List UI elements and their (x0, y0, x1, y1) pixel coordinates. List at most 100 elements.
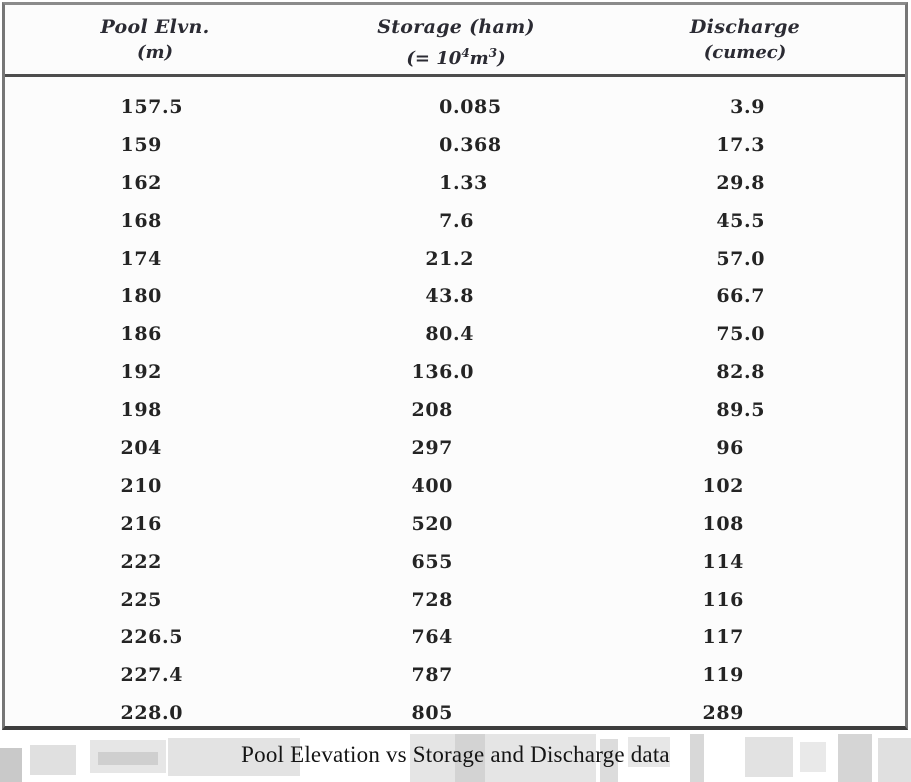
header-discharge: Discharge (cumec) (607, 14, 905, 74)
scan-artifact (628, 737, 670, 767)
storage-unit-post: ) (497, 48, 506, 69)
cell-storage: 297 (411, 436, 453, 459)
cell-pool-elevation: 226.5 (120, 626, 184, 649)
cell-pool-elevation: 192 (120, 361, 162, 384)
cell-pool-elevation: 168 (120, 209, 162, 232)
table-row: 228.0 805 289 (5, 694, 905, 732)
cell-discharge: 119 (702, 664, 744, 687)
cell-discharge: 57.0 (716, 247, 766, 270)
elevation-storage-discharge-table: Pool Elvn. (m) Storage (ham) (= 104m3) D… (2, 2, 908, 730)
table-row: 222 655 114 (5, 543, 905, 581)
cell-storage: 1.33 (439, 171, 488, 194)
scan-artifact (800, 742, 826, 772)
cell-discharge: 29.8 (716, 171, 766, 194)
header-pool-elevation-title: Pool Elvn. (100, 16, 210, 38)
table-body: 157.5 0.085 3.9 159 0.368 17.3 162 1.33 29.8 168 7… (5, 77, 905, 732)
cell-storage: 21.2 (425, 247, 475, 270)
cell-discharge: 3.9 (730, 95, 766, 118)
storage-unit-pre: (= 10 (406, 48, 462, 69)
scan-artifact (98, 752, 158, 765)
header-discharge-title: Discharge (689, 16, 801, 38)
cell-discharge: 66.7 (716, 285, 766, 308)
cell-storage: 520 (411, 512, 453, 535)
scan-artifact (0, 748, 22, 782)
cell-discharge: 289 (702, 702, 744, 725)
table-row: 227.4 787 119 (5, 656, 905, 694)
table-row: 210 400 102 (5, 467, 905, 505)
cell-storage: 7.6 (439, 209, 475, 232)
scan-artifact (745, 737, 793, 777)
scan-artifact (168, 738, 300, 776)
cell-pool-elevation: 159 (120, 133, 162, 156)
cell-pool-elevation: 157.5 (120, 95, 184, 118)
table-row: 225 728 116 (5, 581, 905, 619)
cell-storage: 728 (411, 588, 453, 611)
cell-pool-elevation: 216 (120, 512, 162, 535)
header-storage-unit: (= 104m3) (305, 40, 607, 72)
cell-storage: 0.085 (439, 95, 502, 118)
scan-artifact (30, 745, 76, 775)
cell-storage: 655 (411, 550, 453, 573)
header-discharge-unit: (cumec) (703, 42, 787, 63)
table-caption: Pool Elevation vs Storage and Discharge … (241, 742, 670, 767)
cell-discharge: 114 (702, 550, 744, 573)
cell-discharge: 17.3 (716, 133, 766, 156)
cell-pool-elevation: 186 (120, 323, 162, 346)
table-header-row: Pool Elvn. (m) Storage (ham) (= 104m3) D… (5, 5, 905, 77)
scan-artifact (838, 734, 872, 782)
table-row: 226.5 764 117 (5, 618, 905, 656)
cell-pool-elevation: 180 (120, 285, 162, 308)
cell-discharge: 102 (702, 474, 744, 497)
storage-unit-exponent-3: 3 (488, 46, 498, 60)
cell-storage: 787 (411, 664, 453, 687)
cell-pool-elevation: 228.0 (120, 702, 184, 725)
cell-discharge: 108 (702, 512, 744, 535)
scan-artifact (878, 738, 911, 782)
cell-storage: 136.0 (411, 361, 475, 384)
cell-storage: 400 (411, 474, 453, 497)
table-row: 186 80.4 75.0 (5, 315, 905, 353)
cell-pool-elevation: 174 (120, 247, 162, 270)
storage-unit-exponent-4: 4 (461, 46, 470, 60)
header-pool-elevation: Pool Elvn. (m) (5, 14, 305, 74)
storage-unit-m: m (469, 48, 489, 69)
scan-artifact (690, 734, 704, 782)
cell-discharge: 45.5 (716, 209, 766, 232)
cell-storage: 764 (411, 626, 453, 649)
cell-pool-elevation: 198 (120, 399, 162, 422)
header-storage: Storage (ham) (= 104m3) (305, 14, 607, 74)
cell-discharge: 116 (702, 588, 744, 611)
cell-discharge: 89.5 (716, 399, 766, 422)
table-row: 157.5 0.085 3.9 (5, 88, 905, 126)
cell-storage: 208 (411, 399, 453, 422)
scan-artifact (600, 739, 618, 782)
header-pool-elevation-unit: (m) (136, 42, 174, 63)
table-row: 168 7.6 45.5 (5, 202, 905, 240)
cell-discharge: 96 (716, 436, 744, 459)
cell-pool-elevation: 227.4 (120, 664, 184, 687)
caption-strip: Pool Elevation vs Storage and Discharge … (0, 734, 911, 782)
header-storage-title: Storage (ham) (377, 16, 535, 38)
cell-storage: 805 (411, 702, 453, 725)
cell-pool-elevation: 225 (120, 588, 162, 611)
cell-pool-elevation: 210 (120, 474, 162, 497)
table-row: 192 136.0 82.8 (5, 353, 905, 391)
table-row: 159 0.368 17.3 (5, 126, 905, 164)
scan-artifact (410, 734, 596, 782)
cell-discharge: 75.0 (716, 323, 766, 346)
table-row: 162 1.33 29.8 (5, 164, 905, 202)
table-row: 204 297 96 (5, 429, 905, 467)
table-row: 180 43.8 66.7 (5, 277, 905, 315)
table-row: 198 208 89.5 (5, 391, 905, 429)
cell-storage: 80.4 (425, 323, 475, 346)
cell-storage: 0.368 (439, 133, 502, 156)
cell-discharge: 117 (702, 626, 744, 649)
table-row: 174 21.2 57.0 (5, 240, 905, 278)
table-row: 216 520 108 (5, 505, 905, 543)
scan-artifact (455, 734, 485, 782)
cell-discharge: 82.8 (716, 361, 766, 384)
cell-pool-elevation: 204 (120, 436, 162, 459)
cell-pool-elevation: 222 (120, 550, 162, 573)
cell-pool-elevation: 162 (120, 171, 162, 194)
cell-storage: 43.8 (425, 285, 475, 308)
